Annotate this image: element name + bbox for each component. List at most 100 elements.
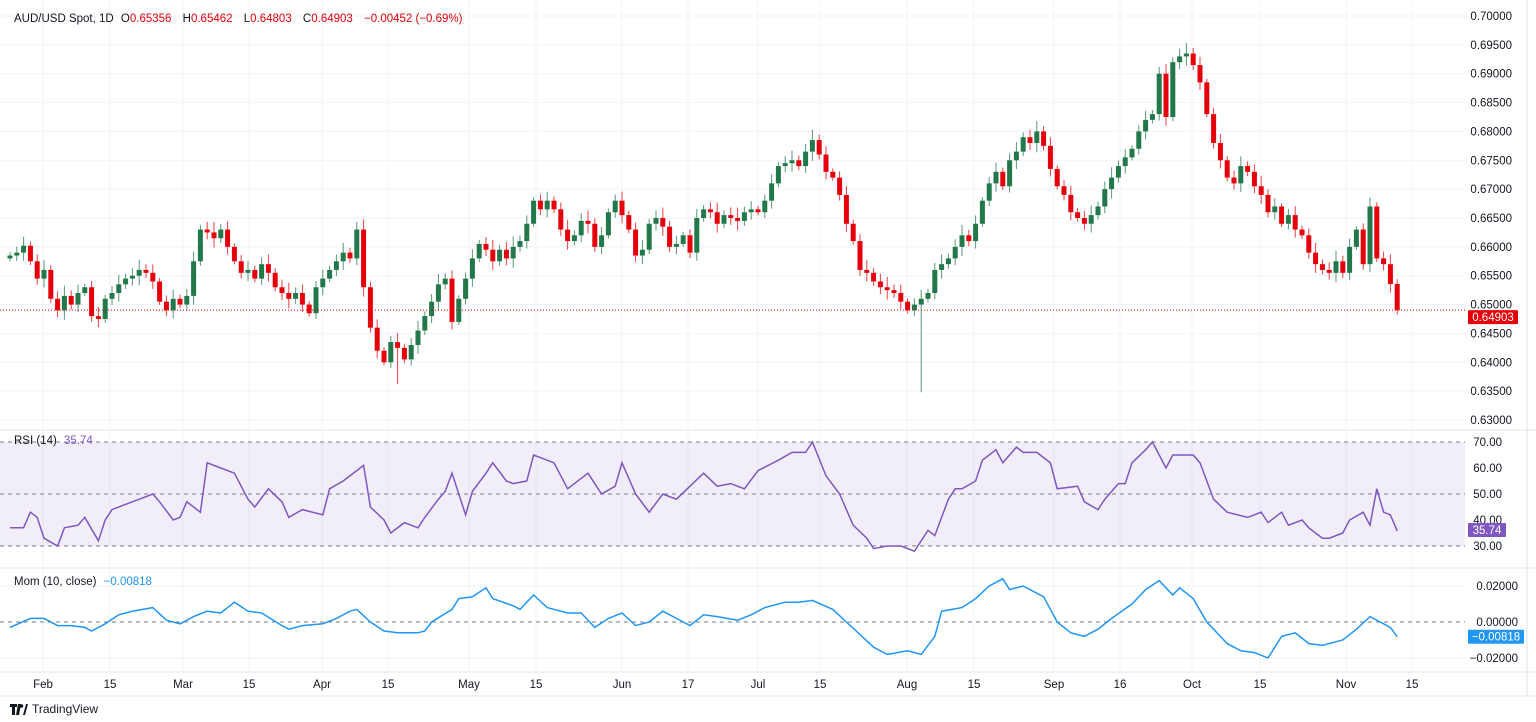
candle-body bbox=[293, 293, 299, 299]
candle-body bbox=[1163, 73, 1169, 117]
candle bbox=[531, 197, 537, 227]
candle-body bbox=[585, 220, 591, 224]
candle bbox=[476, 239, 482, 263]
candle bbox=[490, 240, 496, 271]
candle-body bbox=[1061, 186, 1067, 195]
candle bbox=[1211, 107, 1217, 149]
candle bbox=[1143, 110, 1149, 140]
price-axis-label: 0.69000 bbox=[1470, 69, 1512, 81]
candle bbox=[1109, 167, 1115, 199]
candle bbox=[1245, 161, 1251, 177]
candle bbox=[361, 219, 367, 297]
candle bbox=[694, 208, 700, 261]
candle-body bbox=[286, 293, 292, 299]
candle-body bbox=[265, 264, 271, 273]
candle-body bbox=[769, 183, 775, 201]
candle bbox=[1061, 180, 1067, 201]
candle bbox=[1115, 160, 1121, 183]
candle bbox=[21, 236, 27, 261]
candle-body bbox=[898, 293, 904, 302]
candle bbox=[109, 286, 115, 306]
candle-body bbox=[1381, 258, 1387, 265]
candle-body bbox=[782, 163, 788, 167]
mom-value-badge bbox=[1468, 629, 1524, 644]
candle-body bbox=[313, 287, 319, 314]
candle-body bbox=[551, 200, 557, 210]
candle bbox=[1285, 208, 1291, 230]
candle bbox=[1340, 255, 1346, 278]
candle-body bbox=[435, 284, 441, 302]
candle-body bbox=[952, 246, 958, 259]
date-axis-label: Jul bbox=[751, 679, 766, 691]
candle bbox=[306, 301, 312, 317]
candle bbox=[143, 264, 149, 278]
candle bbox=[429, 294, 435, 323]
candle bbox=[1231, 170, 1237, 190]
candle-body bbox=[1319, 264, 1325, 270]
candle bbox=[558, 202, 564, 236]
candle-body bbox=[1136, 131, 1142, 149]
candle bbox=[1299, 225, 1305, 240]
candle-body bbox=[1360, 229, 1366, 265]
candle-body bbox=[1068, 194, 1074, 213]
candle bbox=[660, 207, 666, 237]
candle-body bbox=[775, 166, 781, 184]
candle-body bbox=[537, 200, 543, 210]
candle-body bbox=[1034, 131, 1040, 143]
candle bbox=[966, 229, 972, 247]
candle-body bbox=[476, 243, 482, 259]
last-price-badge bbox=[1468, 310, 1518, 325]
candle bbox=[898, 284, 904, 310]
tradingview-logo[interactable]: TradingView bbox=[10, 702, 98, 716]
candle-body bbox=[510, 246, 516, 259]
candle bbox=[952, 239, 958, 266]
candle-body bbox=[1204, 82, 1210, 115]
candle-body bbox=[422, 316, 428, 331]
candle bbox=[932, 263, 938, 300]
candle bbox=[1027, 129, 1033, 150]
candle bbox=[129, 268, 135, 286]
date-axis-label: Sep bbox=[1044, 679, 1064, 691]
candle-body bbox=[1054, 168, 1060, 187]
candle-body bbox=[1007, 160, 1013, 187]
candle-body bbox=[1115, 166, 1121, 178]
candle bbox=[1258, 175, 1264, 205]
candle-body bbox=[1095, 206, 1101, 216]
candle-body bbox=[633, 229, 639, 256]
rsi-label[interactable]: RSI (14) bbox=[14, 435, 57, 447]
symbol-title[interactable]: AUD/USD Spot, 1D bbox=[14, 13, 114, 25]
change-value: −0.00452 (−0.69%) bbox=[364, 13, 463, 25]
rsi-legend: RSI (14) 35.74 bbox=[14, 435, 97, 447]
price-axis-label: 0.65000 bbox=[1470, 300, 1512, 312]
price-axis-label: 0.64500 bbox=[1470, 328, 1512, 340]
tradingview-icon bbox=[10, 703, 28, 715]
candle bbox=[279, 279, 285, 300]
candle bbox=[1197, 56, 1203, 90]
candle-body bbox=[816, 140, 822, 155]
candle-body bbox=[531, 200, 537, 224]
candle bbox=[1081, 211, 1087, 231]
candle bbox=[388, 335, 394, 368]
candle bbox=[782, 156, 788, 173]
mom-label[interactable]: Mom (10, close) bbox=[14, 576, 97, 588]
rsi-value-badge bbox=[1468, 523, 1506, 537]
candle-body bbox=[789, 160, 795, 164]
candle-body bbox=[1143, 119, 1149, 132]
rsi-value: 35.74 bbox=[64, 435, 93, 447]
mom-value-badge-label: −0.00818 bbox=[1472, 632, 1520, 644]
candle-body bbox=[1258, 186, 1264, 195]
candle-body bbox=[381, 350, 387, 363]
candle bbox=[34, 254, 40, 285]
candle-body bbox=[136, 269, 142, 276]
candle-body bbox=[469, 258, 475, 279]
rsi-value-badge-label: 35.74 bbox=[1473, 525, 1502, 537]
candle-body bbox=[939, 264, 945, 270]
candle-body bbox=[823, 154, 829, 172]
candle-body bbox=[809, 140, 815, 152]
candle bbox=[293, 287, 299, 304]
brand-name: TradingView bbox=[32, 702, 99, 716]
candle-body bbox=[34, 261, 40, 279]
candle-body bbox=[429, 301, 435, 317]
candle bbox=[327, 265, 333, 283]
